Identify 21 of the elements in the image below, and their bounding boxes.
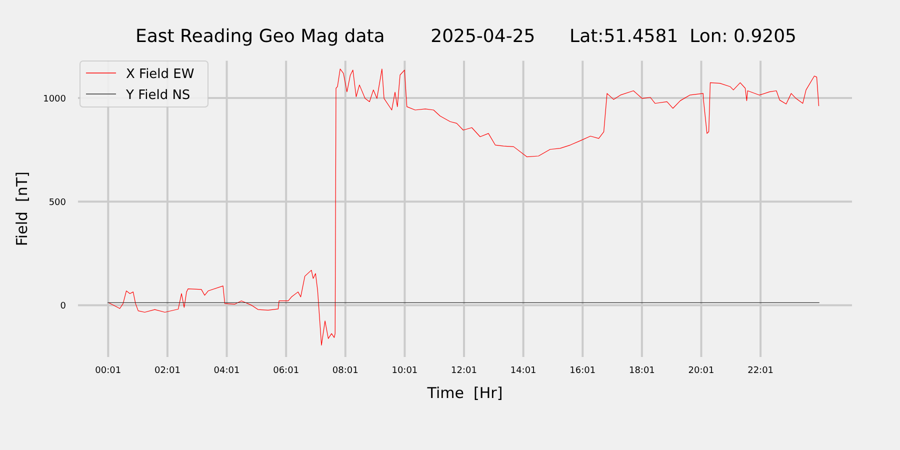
x-tick-label: 04:01 [214,366,240,376]
x-tick-label: 10:01 [392,366,418,376]
legend-label: Y Field NS [125,88,190,103]
y-axis-title: Field [nT] [13,172,31,246]
line-series [108,68,820,346]
y-tick-label: 1000 [43,94,66,104]
x-tick-label: 14:01 [510,366,536,376]
x-axis-title: Time [Hr] [426,384,503,402]
x-tick-label: 20:01 [688,366,714,376]
x-tick-label: 02:01 [154,366,180,376]
x-tick-label: 06:01 [273,366,300,376]
chart-title: East Reading Geo Mag data 2025-04-25 Lat:51.4581 Lon: 0.9205 [135,26,797,47]
x-tick-label: 12:01 [451,366,477,376]
y-tick-label: 0 [60,302,66,312]
x-tick-label: 16:01 [570,366,596,376]
x-tick-label: 08:01 [332,366,358,376]
x-tick-label: 18:01 [628,366,655,376]
x-tick-label: 22:01 [748,366,774,376]
y-tick-label: 500 [48,198,66,208]
legend-label: X Field EW [126,67,194,82]
x-tick-label: 00:01 [95,366,122,376]
